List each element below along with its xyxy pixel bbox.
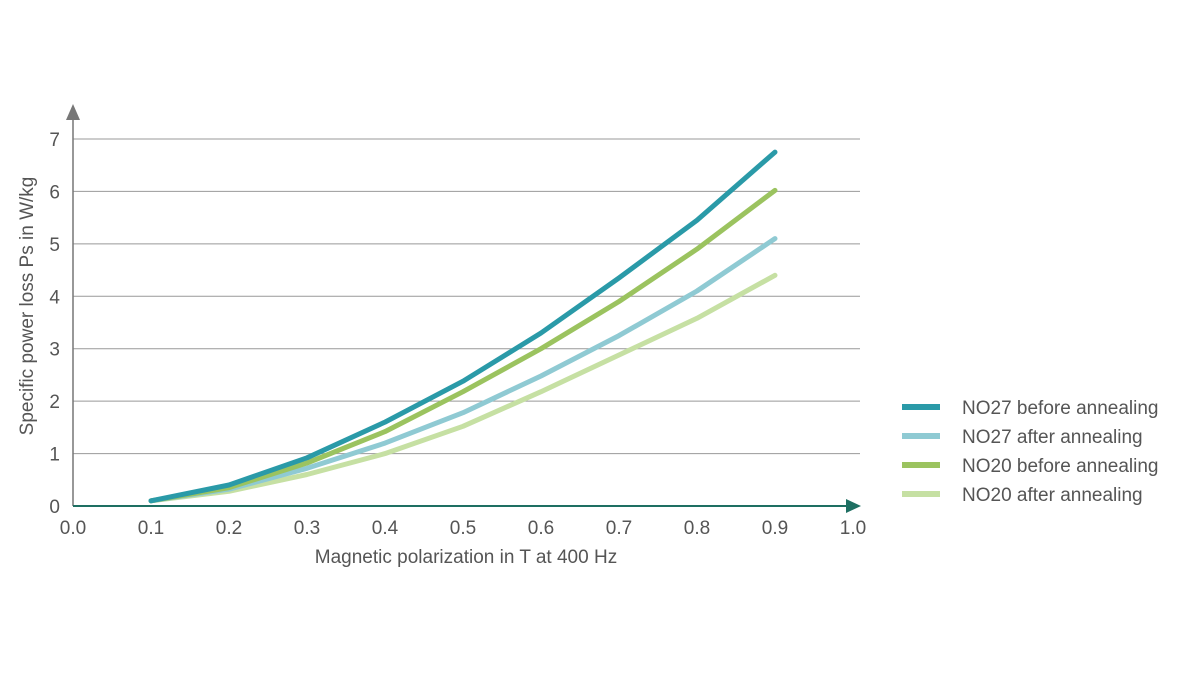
y-tick-label: 0 (49, 497, 60, 518)
tick-labels: 0 1 2 3 4 5 6 7 0.0 0.1 0.2 0.3 0.4 0.5 0.6 0.7 0.8 0.9 1.… (49, 130, 866, 539)
legend-label-1: NO27 after annealing (962, 427, 1143, 448)
series-line-1 (148, 236, 778, 504)
axes (66, 104, 861, 513)
x-tick-label: 0.3 (294, 518, 320, 539)
y-tick-label: 3 (49, 340, 60, 361)
legend: NO27 before annealing NO27 after annealin… (902, 398, 1158, 506)
x-tick-label: 1.0 (840, 518, 866, 539)
legend-label-0: NO27 before annealing (962, 398, 1158, 419)
legend-label-2: NO20 before annealing (962, 456, 1158, 477)
x-tick-label: 0.1 (138, 518, 164, 539)
x-tick-label: 0.9 (762, 518, 788, 539)
y-tick-label: 1 (49, 445, 60, 466)
gridlines (73, 138, 860, 455)
x-tick-label: 0.5 (450, 518, 476, 539)
series-line-3 (148, 272, 778, 504)
y-axis-title: Specific power loss Ps in W/kg (17, 177, 38, 436)
y-tick-label: 7 (49, 130, 60, 151)
x-axis-title: Magnetic polarization in T at 400 Hz (315, 547, 617, 568)
y-tick-label: 6 (49, 182, 60, 203)
x-tick-label: 0.0 (60, 518, 86, 539)
x-tick-label: 0.4 (372, 518, 399, 539)
x-axis-arrow (846, 499, 861, 513)
series-lines (148, 149, 778, 504)
y-tick-label: 4 (49, 287, 60, 308)
x-tick-label: 0.6 (528, 518, 554, 539)
series-line-0 (148, 149, 778, 504)
x-tick-label: 0.2 (216, 518, 242, 539)
y-tick-label: 2 (49, 392, 60, 413)
x-tick-label: 0.7 (606, 518, 632, 539)
y-axis-arrow (66, 104, 80, 120)
series-line-2 (148, 187, 778, 504)
legend-label-3: NO20 after annealing (962, 485, 1143, 506)
x-tick-label: 0.8 (684, 518, 710, 539)
y-tick-label: 5 (49, 235, 60, 256)
